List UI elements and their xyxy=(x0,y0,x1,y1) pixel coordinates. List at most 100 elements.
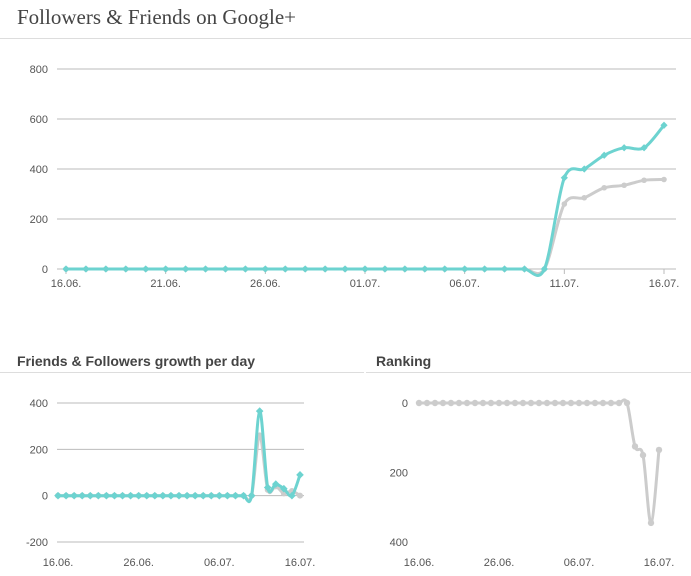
growth-followers-point xyxy=(215,491,224,500)
totals-followers-point xyxy=(441,265,449,273)
growth-followers-point xyxy=(62,491,70,500)
ranking-ranking-point xyxy=(503,399,511,407)
growth-x-tick-label: 16.07. xyxy=(285,557,316,569)
ranking-ranking-point xyxy=(479,399,487,407)
growth-followers-point xyxy=(199,491,207,500)
totals-friends-point xyxy=(561,201,568,207)
ranking-ranking-point xyxy=(655,446,663,454)
ranking-ranking-point xyxy=(575,399,583,407)
totals-followers-point xyxy=(461,265,469,273)
totals-followers-point xyxy=(640,144,648,152)
totals-y-tick-label: 800 xyxy=(30,64,48,76)
totals-x-tick-label: 11.07. xyxy=(549,278,579,290)
totals-friends-point xyxy=(641,177,647,184)
growth-followers-point xyxy=(78,491,86,500)
page-title: Followers & Friends on Google+ xyxy=(17,5,296,29)
totals-followers-point xyxy=(241,265,249,273)
growth-followers-point xyxy=(255,407,264,415)
growth-followers-point xyxy=(175,491,183,500)
growth-friends-point xyxy=(297,492,303,499)
growth-followers-point xyxy=(239,491,248,500)
totals-followers-point xyxy=(142,265,150,273)
growth-followers-point xyxy=(86,491,95,500)
ranking-ranking-point xyxy=(447,399,455,407)
growth-followers-point xyxy=(126,491,135,500)
ranking-ranking-point xyxy=(647,519,655,527)
ranking-ranking-point xyxy=(511,399,519,407)
totals-followers-point xyxy=(421,265,429,273)
totals-y-tick-label: 0 xyxy=(42,264,48,276)
growth-followers-point xyxy=(247,491,256,500)
growth-x-tick-label: 16.06. xyxy=(43,557,74,569)
totals-followers-point xyxy=(481,265,489,273)
ranking-ranking-point xyxy=(559,399,567,407)
totals-followers-point xyxy=(341,265,349,273)
totals-followers-point xyxy=(401,265,409,273)
growth-followers-point xyxy=(191,491,199,500)
growth-x-tick-label: 26.06. xyxy=(123,557,154,569)
totals-followers-point xyxy=(102,265,110,273)
growth-followers-point xyxy=(296,471,304,479)
growth-y-tick-label: -200 xyxy=(26,537,48,549)
ranking-ranking-point xyxy=(551,399,559,407)
ranking-ranking-point xyxy=(439,399,447,407)
totals-x-tick-label: 21.06. xyxy=(150,278,181,290)
ranking-y-tick-label: 0 xyxy=(402,398,408,410)
totals-followers-point xyxy=(62,265,70,273)
totals-x-tick-label: 26.06. xyxy=(250,278,281,290)
totals-followers-point xyxy=(82,265,90,273)
totals-followers-point xyxy=(321,265,329,273)
totals-followers-point xyxy=(281,265,289,273)
growth-followers-point xyxy=(263,483,272,492)
growth-followers-point xyxy=(142,491,151,500)
growth-followers-point xyxy=(167,491,175,500)
totals-followers-point xyxy=(620,144,628,152)
growth-followers-point xyxy=(231,491,240,500)
ranking-x-tick-label: 16.06. xyxy=(404,557,435,569)
ranking-ranking-point xyxy=(631,443,639,450)
growth-followers-point xyxy=(159,491,167,500)
totals-followers-point xyxy=(162,265,170,273)
totals-friends-point xyxy=(581,194,588,201)
ranking-ranking-point xyxy=(463,399,471,407)
growth-followers-point xyxy=(54,491,62,500)
growth-followers-point xyxy=(102,491,111,500)
ranking-chart-title: Ranking xyxy=(376,353,432,369)
totals-y-tick-label: 600 xyxy=(30,114,48,126)
growth-y-tick-label: 400 xyxy=(30,398,48,410)
totals-followers-point xyxy=(301,265,309,273)
totals-followers-point xyxy=(381,265,389,273)
ranking-ranking-point xyxy=(599,399,607,407)
growth-x-tick-label: 06.07. xyxy=(204,557,235,569)
ranking-ranking-point xyxy=(591,399,599,407)
totals-x-tick-label: 16.06. xyxy=(51,278,82,290)
ranking-x-tick-label: 16.07. xyxy=(644,557,675,569)
title-divider xyxy=(0,38,691,39)
ranking-ranking-point xyxy=(471,399,479,407)
ranking-ranking-point xyxy=(607,399,615,407)
totals-followers-point xyxy=(221,265,230,273)
ranking-ranking-point xyxy=(527,399,535,407)
ranking-ranking-point xyxy=(519,399,527,407)
growth-followers-point xyxy=(151,491,159,500)
ranking-x-tick-label: 06.07. xyxy=(564,557,595,569)
ranking-ranking-point xyxy=(543,399,551,407)
totals-friends-point xyxy=(601,184,607,191)
totals-y-tick-label: 200 xyxy=(30,214,48,226)
growth-followers-point xyxy=(183,491,191,500)
totals-x-tick-label: 01.07. xyxy=(350,278,381,290)
ranking-ranking-point xyxy=(455,399,463,407)
ranking-ranking-line xyxy=(417,398,661,525)
totals-friends-point xyxy=(661,176,667,183)
totals-followers-point xyxy=(660,121,668,129)
growth-followers-point xyxy=(280,484,288,493)
growth-title-divider xyxy=(0,372,364,373)
totals-followers-point xyxy=(560,174,568,182)
growth-followers-point xyxy=(288,491,296,500)
totals-followers-point xyxy=(520,265,529,273)
totals-followers-point xyxy=(201,265,210,273)
ranking-ranking-point xyxy=(583,399,591,407)
growth-followers-point xyxy=(94,491,103,500)
